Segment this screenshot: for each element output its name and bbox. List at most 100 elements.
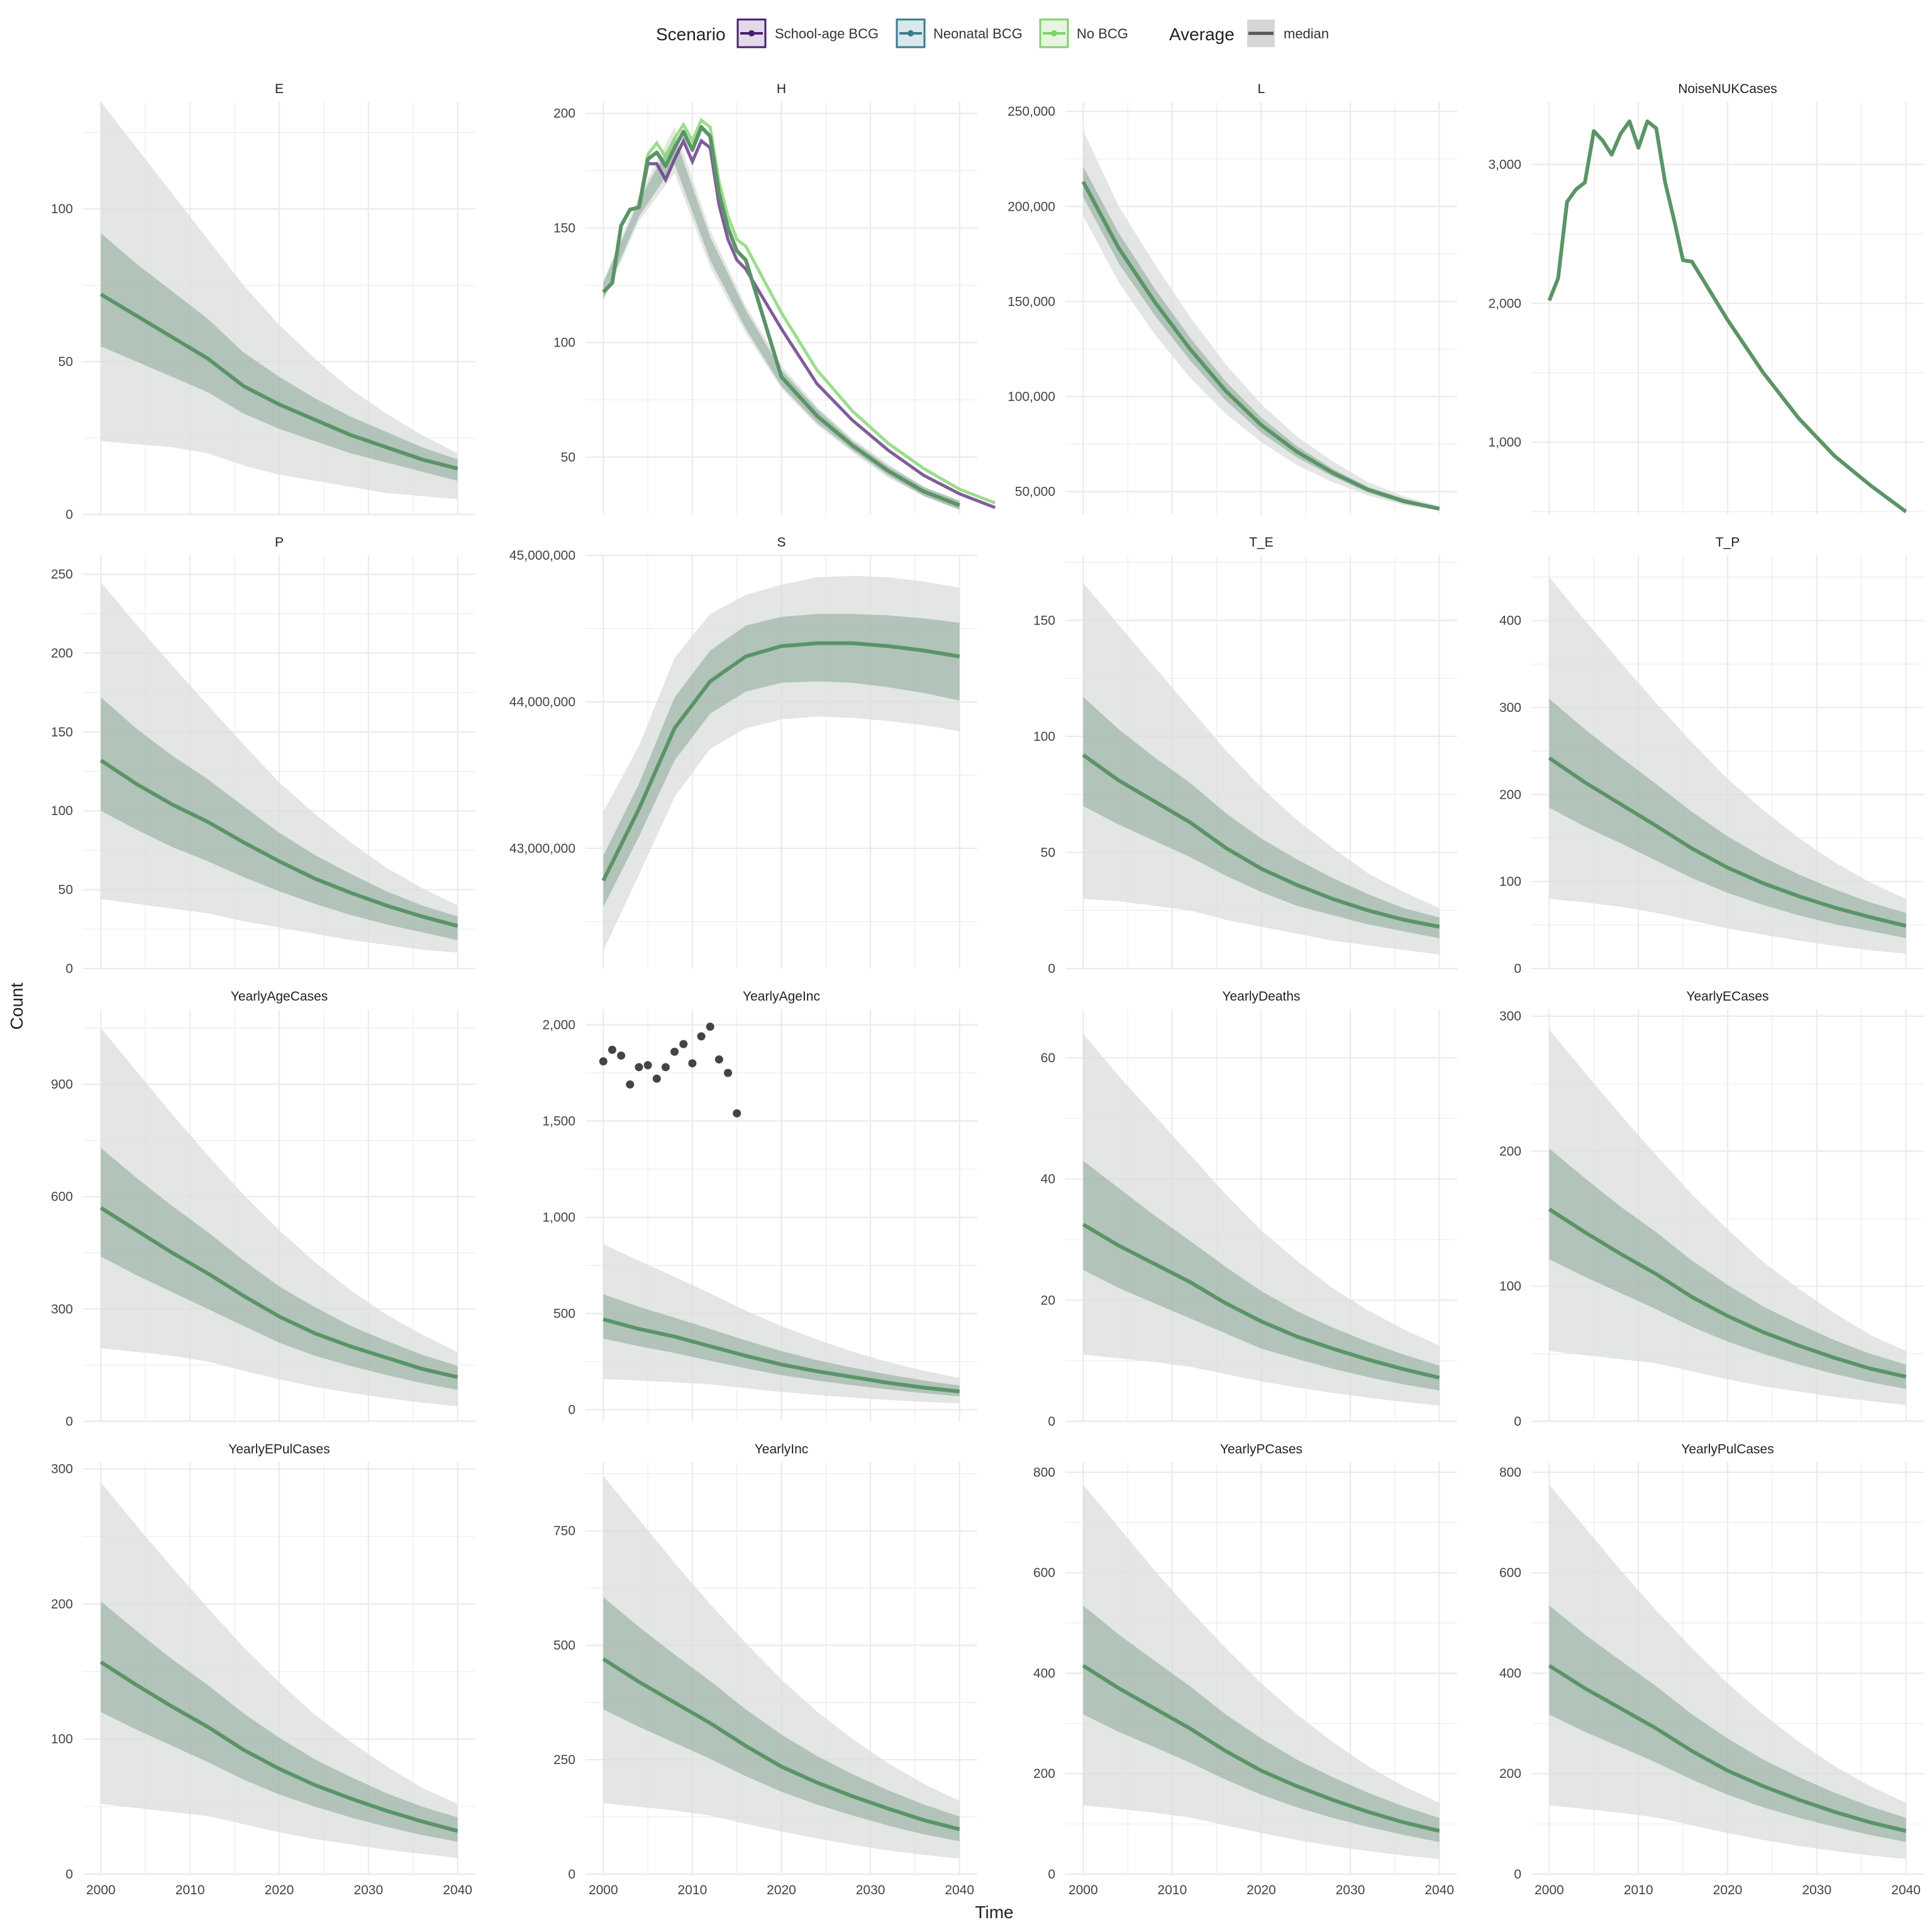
x-tick-label-yearlyinc: 2000 (589, 1883, 618, 1897)
legend-swatch-point-neonatal-bcg (908, 30, 914, 36)
outer-interval-band-l (1083, 130, 1440, 511)
y-tick-label-t-e: 100 (1033, 730, 1055, 744)
observed-point-yearlyageinc (617, 1051, 626, 1060)
panel-yearlyageinc: YearlyAgeInc 0 500 1,000 1,500 2,000 (542, 989, 977, 1421)
y-tick-label-yearlyecases: 0 (1514, 1414, 1521, 1429)
panel-title-e: E (275, 82, 284, 96)
y-tick-label-yearlypcases: 0 (1048, 1867, 1055, 1882)
x-tick-label-yearlypcases: 2040 (1424, 1883, 1454, 1897)
x-tick-label-yearlypcases: 2000 (1069, 1883, 1098, 1897)
median-line-s (601, 641, 960, 882)
y-tick-label-yearlydeaths: 20 (1041, 1293, 1055, 1307)
panel-title-s: S (777, 535, 786, 550)
panel-yearlyepulcases: YearlyEPulCases 0 100 200 300 2000 2010 2020 203… (51, 1442, 475, 1897)
median-line-t-p (1548, 756, 1907, 928)
panel-yearlyinc: YearlyInc 0 250 500 750 2000 2010 2020 2030 2040 (553, 1442, 977, 1897)
y-tick-label-yearlyepulcases: 200 (51, 1597, 73, 1611)
y-tick-label-t-p: 400 (1499, 614, 1521, 628)
panel-yearlydeaths: YearlyDeaths 0 20 40 60 (1041, 989, 1457, 1429)
y-tick-label-yearlyagecases: 300 (51, 1302, 73, 1316)
legend: Scenario School-age BCG Neonatal BCG No … (656, 18, 1329, 48)
y-tick-label-yearlypulcases: 600 (1499, 1566, 1521, 1580)
panel-l: L 50,000 100,000 150,000 200,000 250,000 (1008, 82, 1457, 514)
legend-label-no-bcg: No BCG (1077, 26, 1128, 42)
y-tick-label-p: 200 (51, 646, 73, 660)
median-line-p (99, 758, 458, 928)
y-tick-label-p: 100 (51, 804, 73, 818)
x-tick-label-yearlypcases: 2030 (1336, 1883, 1365, 1897)
inner-interval-band-t-p (1549, 699, 1906, 938)
observed-point-yearlyageinc (608, 1045, 616, 1054)
y-tick-label-t-e: 0 (1048, 962, 1055, 976)
inner-interval-band-yearlyagecases (101, 1148, 458, 1390)
y-axis-label: Count (7, 982, 26, 1030)
y-tick-label-s: 43,000,000 (509, 841, 575, 856)
y-tick-label-noisenukcases: 2,000 (1488, 296, 1521, 311)
observed-point-yearlyageinc (697, 1032, 706, 1041)
observed-point-yearlyageinc (688, 1059, 697, 1068)
inner-interval-band-yearlyepulcases (101, 1601, 458, 1842)
inner-interval-band-yearlyecases (1549, 1148, 1906, 1389)
legend-key-median (1247, 19, 1275, 47)
y-tick-label-yearlypulcases: 200 (1499, 1767, 1521, 1781)
y-tick-label-yearlyagecases: 0 (65, 1414, 73, 1429)
median-line-h (602, 125, 960, 508)
y-tick-label-yearlyageinc: 1,500 (542, 1114, 575, 1129)
panel-t-p: T_P 0 100 200 300 400 (1499, 535, 1924, 976)
y-tick-label-yearlyageinc: 500 (553, 1307, 575, 1321)
y-tick-label-yearlyageinc: 2,000 (542, 1018, 575, 1032)
outer-interval-band-t-e (1083, 583, 1440, 955)
legend-key-school-age-bcg (736, 18, 767, 48)
panel-title-yearlyecases: YearlyECases (1686, 989, 1768, 1004)
x-tick-label-yearlyepulcases: 2040 (443, 1883, 472, 1897)
outer-interval-band-yearlyinc (603, 1475, 960, 1859)
inner-interval-band-yearlypulcases (1549, 1605, 1906, 1842)
panel-title-yearlyepulcases: YearlyEPulCases (228, 1442, 330, 1457)
y-tick-label-l: 100,000 (1008, 390, 1055, 404)
y-tick-label-p: 250 (51, 567, 73, 582)
y-tick-label-s: 44,000,000 (509, 695, 575, 709)
panel-title-yearlypulcases: YearlyPulCases (1681, 1442, 1774, 1457)
legend-label-school-age-bcg: School-age BCG (775, 26, 879, 42)
x-tick-label-yearlyepulcases: 2000 (86, 1883, 116, 1897)
outer-interval-band-yearlyecases (1549, 1030, 1906, 1406)
y-tick-label-yearlyinc: 500 (553, 1638, 575, 1653)
y-tick-label-s: 45,000,000 (509, 548, 575, 563)
y-tick-label-yearlyageinc: 1,000 (542, 1211, 575, 1225)
panel-title-yearlydeaths: YearlyDeaths (1222, 989, 1300, 1004)
observed-point-yearlyageinc (661, 1063, 670, 1072)
gridlines-noisenukcases (1531, 102, 1924, 514)
panel-title-yearlyinc: YearlyInc (755, 1442, 809, 1457)
y-tick-label-yearlypcases: 200 (1033, 1767, 1055, 1781)
observed-point-yearlyageinc (679, 1040, 688, 1048)
y-tick-label-h: 50 (561, 450, 575, 465)
median-line-yearlyageinc (602, 1317, 960, 1394)
y-tick-label-yearlyagecases: 900 (51, 1077, 73, 1092)
panel-yearlyagecases: YearlyAgeCases 0 300 600 900 (51, 989, 475, 1429)
inner-interval-band-s (603, 614, 960, 908)
y-tick-label-h: 150 (553, 221, 575, 235)
y-tick-label-yearlyinc: 0 (568, 1867, 575, 1882)
x-tick-label-yearlyinc: 2030 (856, 1883, 886, 1897)
x-tick-label-yearlypulcases: 2000 (1535, 1883, 1564, 1897)
panel-title-t-e: T_E (1249, 535, 1274, 550)
panel-title-yearlypcases: YearlyPCases (1220, 1442, 1302, 1457)
legend-label-median: median (1284, 26, 1329, 42)
outer-interval-band-t-p (1549, 577, 1906, 954)
x-tick-label-yearlyepulcases: 2010 (175, 1883, 205, 1897)
median-line-t-e (1082, 753, 1440, 929)
legend-average-title: Average (1169, 25, 1235, 44)
outer-interval-band-yearlyageinc (603, 1244, 960, 1404)
y-tick-label-yearlyecases: 100 (1499, 1279, 1521, 1294)
x-tick-label-yearlyinc: 2040 (945, 1883, 974, 1897)
observed-point-yearlyageinc (670, 1047, 679, 1056)
y-tick-label-yearlyinc: 750 (553, 1524, 575, 1538)
y-tick-label-yearlypcases: 800 (1033, 1465, 1055, 1480)
median-line-yearlypcases (1082, 1663, 1440, 1833)
median-line-yearlyepulcases (99, 1660, 458, 1833)
y-tick-label-e: 100 (51, 202, 73, 216)
y-tick-label-yearlyageinc: 0 (568, 1403, 575, 1418)
y-tick-label-yearlyecases: 200 (1499, 1144, 1521, 1158)
y-tick-label-e: 50 (58, 355, 73, 369)
panel-yearlyecases: YearlyECases 0 100 200 300 (1499, 989, 1924, 1429)
